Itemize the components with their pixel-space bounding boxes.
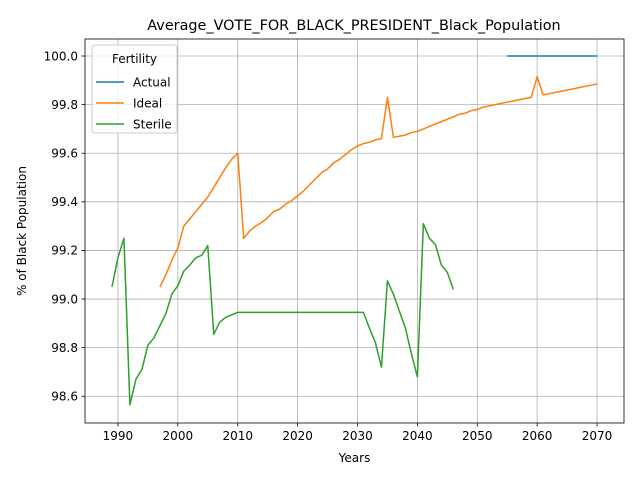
x-tick-label: 1990 xyxy=(103,429,134,443)
y-tick-label: 98.6 xyxy=(51,390,78,404)
y-tick-label: 100.0 xyxy=(44,49,78,63)
x-tick-label: 2050 xyxy=(462,429,493,443)
grid xyxy=(85,39,624,423)
series-line-sterile xyxy=(111,222,455,406)
x-tick-label: 2060 xyxy=(522,429,553,443)
legend-title: Fertility xyxy=(112,52,157,66)
y-tick-label: 99.2 xyxy=(51,244,78,258)
x-tick-label: 2070 xyxy=(582,429,613,443)
legend-label-actual: Actual xyxy=(133,75,171,89)
legend-label-sterile: Sterile xyxy=(133,117,172,131)
y-tick-label: 99.8 xyxy=(51,98,78,112)
legend-box xyxy=(91,44,178,134)
x-tick-label: 2000 xyxy=(163,429,194,443)
series-lines xyxy=(111,55,598,406)
legend-label-ideal: Ideal xyxy=(133,96,162,110)
chart-title: Average_VOTE_FOR_BLACK_PRESIDENT_Black_P… xyxy=(147,18,560,34)
x-axis-ticks: 1990 2000 2010 2020 2030 2040 2050 2060 2070 xyxy=(103,423,613,443)
y-tick-label: 99.0 xyxy=(51,292,78,306)
y-axis-ticks: 98.6 98.8 99.0 99.2 99.4 99.6 99.8 100.0 xyxy=(44,49,85,404)
x-tick-label: 2020 xyxy=(282,429,313,443)
y-tick-label: 99.6 xyxy=(51,147,78,161)
x-tick-label: 2040 xyxy=(402,429,433,443)
y-tick-label: 99.4 xyxy=(51,195,78,209)
x-axis-label: Years xyxy=(338,451,371,465)
plot-frame xyxy=(84,38,625,424)
x-tick-label: 2010 xyxy=(222,429,253,443)
y-tick-label: 98.8 xyxy=(51,341,78,355)
legend: Fertility Actual Ideal Sterile xyxy=(91,44,178,134)
series-line-ideal xyxy=(159,75,598,288)
x-tick-label: 2030 xyxy=(342,429,373,443)
y-axis-label: % of Black Population xyxy=(15,166,29,296)
